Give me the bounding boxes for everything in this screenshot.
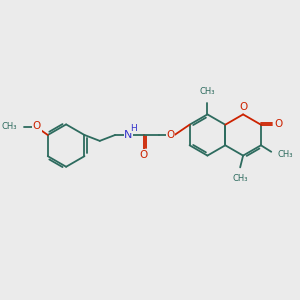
Text: O: O (140, 150, 148, 160)
Text: O: O (167, 130, 175, 140)
Text: CH₃: CH₃ (2, 122, 17, 131)
Text: O: O (33, 122, 41, 131)
Text: O: O (274, 118, 282, 128)
Text: N: N (124, 130, 133, 140)
Text: CH₃: CH₃ (278, 150, 293, 159)
Text: H: H (130, 124, 137, 133)
Text: CH₃: CH₃ (200, 87, 215, 96)
Text: CH₃: CH₃ (232, 174, 248, 183)
Text: O: O (239, 102, 247, 112)
